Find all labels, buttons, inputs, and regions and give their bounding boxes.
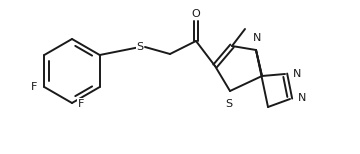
Text: S: S xyxy=(225,99,233,109)
Text: F: F xyxy=(31,82,37,92)
Text: O: O xyxy=(192,9,201,19)
Text: N: N xyxy=(293,69,301,79)
Text: N: N xyxy=(253,33,261,43)
Text: S: S xyxy=(136,42,144,52)
Text: F: F xyxy=(78,99,84,109)
Text: N: N xyxy=(298,93,306,103)
